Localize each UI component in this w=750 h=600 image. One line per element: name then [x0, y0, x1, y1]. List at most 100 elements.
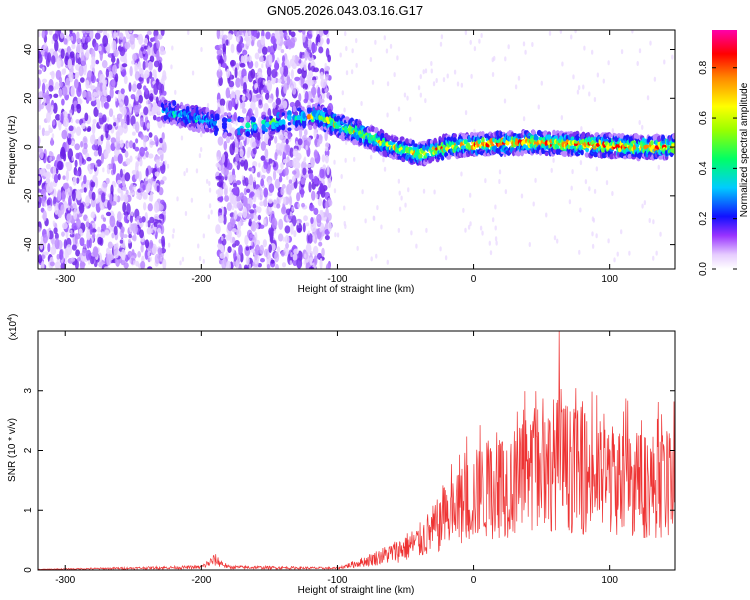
heatmap-noise-cell — [50, 246, 57, 256]
heatmap-noise-cell — [153, 74, 157, 80]
heatmap-noise-cell — [74, 78, 79, 89]
heatmap-noise-cell — [76, 177, 80, 184]
heatmap-noise-cell — [406, 95, 409, 101]
snr-x-tick-label: 0 — [471, 575, 477, 586]
heatmap-noise-cell — [59, 32, 64, 39]
heatmap-x-tick-label: -200 — [191, 274, 211, 285]
heatmap-noise-cell — [227, 246, 232, 254]
heatmap-noise-cell — [302, 134, 307, 141]
heatmap-signal-cell — [477, 139, 482, 145]
heatmap-noise-cell — [460, 82, 464, 88]
heatmap-noise-cell — [311, 43, 318, 53]
heatmap-noise-cell — [122, 186, 127, 192]
heatmap-noise-cell — [242, 195, 248, 207]
heatmap-noise-cell — [248, 263, 252, 269]
heatmap-signal-cell — [214, 115, 220, 121]
heatmap-noise-cell — [92, 246, 99, 258]
heatmap-noise-cell — [550, 167, 553, 173]
heatmap-noise-cell — [110, 184, 114, 196]
heatmap-noise-cell — [156, 185, 160, 193]
heatmap-noise-cell — [222, 43, 227, 53]
heatmap-noise-cell — [92, 118, 97, 124]
heatmap-noise-cell — [191, 70, 195, 76]
heatmap-noise-cell — [110, 200, 117, 206]
heatmap-noise-cell — [315, 193, 319, 199]
heatmap-noise-cell — [93, 42, 99, 52]
heatmap-marks — [38, 30, 675, 269]
heatmap-noise-cell — [241, 175, 245, 181]
colorbar-tick-label: 0.8 — [698, 60, 709, 74]
heatmap-noise-cell — [343, 107, 346, 113]
heatmap-x-tick-label: -300 — [55, 274, 75, 285]
heatmap-noise-cell — [119, 139, 124, 148]
heatmap-noise-cell — [149, 239, 154, 249]
heatmap-noise-cell — [259, 244, 265, 255]
heatmap-signal-cell — [452, 133, 457, 139]
heatmap-noise-cell — [324, 62, 327, 68]
heatmap-noise-cell — [67, 58, 72, 70]
heatmap-noise-cell — [380, 224, 383, 230]
heatmap-noise-cell — [407, 187, 410, 193]
heatmap-noise-cell — [268, 243, 273, 253]
heatmap-noise-cell — [102, 217, 107, 222]
snr-marks — [38, 331, 675, 570]
snr-y-tick-label: 1 — [23, 507, 34, 513]
heatmap-noise-cell — [321, 154, 326, 163]
heatmap-noise-cell — [227, 100, 233, 112]
snr-series-line — [38, 331, 675, 570]
heatmap-noise-cell — [131, 83, 137, 93]
heatmap-noise-cell — [86, 227, 89, 233]
heatmap-noise-cell — [116, 211, 122, 223]
heatmap-noise-cell — [663, 59, 666, 65]
heatmap-noise-cell — [257, 214, 262, 221]
heatmap-signal-cell — [264, 128, 268, 133]
heatmap-noise-cell — [266, 66, 272, 77]
heatmap-noise-cell — [142, 202, 147, 211]
heatmap-noise-cell — [291, 175, 296, 183]
heatmap-noise-cell — [202, 258, 205, 264]
heatmap-noise-cell — [318, 241, 323, 247]
heatmap-signal-cell — [562, 150, 568, 158]
heatmap-noise-cell — [304, 49, 308, 61]
heatmap-noise-cell — [258, 99, 263, 106]
heatmap-noise-cell — [119, 46, 126, 57]
heatmap-noise-cell — [283, 65, 289, 77]
heatmap-noise-cell — [288, 179, 293, 184]
heatmap-noise-cell — [286, 74, 291, 86]
heatmap-noise-cell — [149, 55, 155, 63]
heatmap-noise-cell — [317, 141, 321, 147]
heatmap-signal-cell — [593, 151, 598, 157]
heatmap-noise-cell — [93, 106, 99, 118]
heatmap-noise-cell — [254, 244, 261, 256]
heatmap-signal-cell — [635, 133, 640, 140]
heatmap-noise-cell — [69, 112, 73, 118]
heatmap-noise-cell — [63, 68, 67, 74]
heatmap-noise-cell — [132, 223, 136, 234]
heatmap-noise-cell — [145, 167, 149, 178]
heatmap-noise-cell — [101, 192, 106, 203]
heatmap-noise-cell — [280, 143, 285, 151]
heatmap-noise-cell — [400, 195, 403, 201]
heatmap-noise-cell — [154, 171, 160, 177]
heatmap-noise-cell — [313, 175, 319, 185]
heatmap-noise-cell — [232, 248, 235, 254]
heatmap-noise-cell — [74, 143, 81, 151]
heatmap-noise-cell — [595, 233, 598, 239]
heatmap-x-ticks: -300 -200 -100 0 100 — [55, 30, 618, 285]
heatmap-noise-cell — [274, 135, 278, 144]
heatmap-signal-cell — [638, 154, 642, 159]
heatmap-noise-cell — [460, 171, 463, 177]
heatmap-noise-cell — [139, 229, 145, 239]
heatmap-noise-cell — [230, 194, 237, 205]
heatmap-noise-cell — [51, 133, 55, 139]
heatmap-signal-cell — [669, 152, 675, 157]
heatmap-noise-cell — [345, 70, 349, 76]
heatmap-noise-cell — [142, 184, 146, 191]
heatmap-noise-cell — [43, 172, 49, 177]
heatmap-noise-cell — [51, 104, 54, 110]
heatmap-noise-cell — [284, 167, 289, 176]
heatmap-noise-cell — [301, 202, 306, 208]
heatmap-noise-cell — [270, 259, 275, 264]
heatmap-noise-cell — [464, 110, 468, 116]
heatmap-noise-cell — [298, 30, 303, 33]
